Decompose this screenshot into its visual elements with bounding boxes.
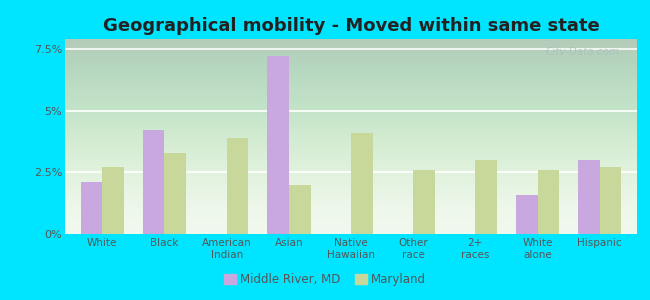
Bar: [413, 170, 435, 234]
Bar: [578, 160, 600, 234]
Bar: [515, 194, 538, 234]
Text: City-Data.com: City-Data.com: [546, 47, 620, 57]
Bar: [538, 170, 559, 234]
Bar: [600, 167, 621, 234]
Legend: Middle River, MD, Maryland: Middle River, MD, Maryland: [219, 269, 431, 291]
Bar: [289, 184, 311, 234]
Title: Geographical mobility - Moved within same state: Geographical mobility - Moved within sam…: [103, 17, 599, 35]
Bar: [267, 56, 289, 234]
Bar: [351, 133, 372, 234]
Bar: [227, 138, 248, 234]
Bar: [81, 182, 102, 234]
Bar: [164, 152, 187, 234]
Bar: [102, 167, 124, 234]
Bar: [143, 130, 164, 234]
Bar: [475, 160, 497, 234]
